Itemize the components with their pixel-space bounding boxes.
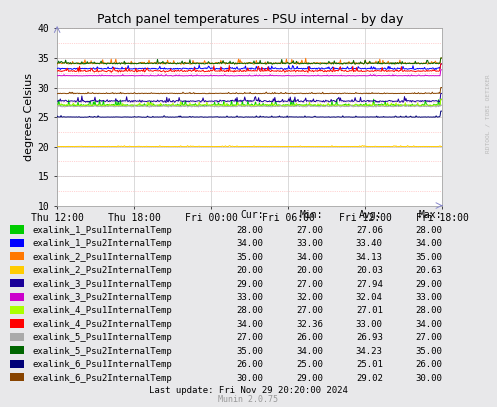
Text: 34.23: 34.23 (356, 347, 383, 356)
Text: Cur:: Cur: (240, 210, 263, 220)
Text: 33.00: 33.00 (237, 293, 263, 302)
Text: exalink_3_Psu2InternalTemp: exalink_3_Psu2InternalTemp (32, 293, 172, 302)
Text: 29.00: 29.00 (237, 280, 263, 289)
Text: Munin 2.0.75: Munin 2.0.75 (219, 395, 278, 404)
Text: 34.00: 34.00 (296, 253, 323, 262)
Text: 27.00: 27.00 (415, 333, 442, 342)
Text: exalink_2_Psu2InternalTemp: exalink_2_Psu2InternalTemp (32, 266, 172, 275)
Text: exalink_1_Psu2InternalTemp: exalink_1_Psu2InternalTemp (32, 239, 172, 248)
Text: 34.00: 34.00 (237, 320, 263, 329)
Text: exalink_1_Psu1InternalTemp: exalink_1_Psu1InternalTemp (32, 226, 172, 235)
Text: 33.00: 33.00 (415, 293, 442, 302)
Text: Min:: Min: (300, 210, 323, 220)
Text: 27.00: 27.00 (237, 333, 263, 342)
Text: 33.00: 33.00 (296, 239, 323, 248)
Text: 27.00: 27.00 (296, 306, 323, 315)
Text: 34.00: 34.00 (296, 347, 323, 356)
Text: 34.13: 34.13 (356, 253, 383, 262)
Text: 26.00: 26.00 (296, 333, 323, 342)
Text: 28.00: 28.00 (415, 306, 442, 315)
Y-axis label: degrees Celsius: degrees Celsius (23, 73, 34, 161)
Text: 35.00: 35.00 (237, 253, 263, 262)
Text: 30.00: 30.00 (415, 374, 442, 383)
Text: 34.00: 34.00 (415, 239, 442, 248)
Text: 20.03: 20.03 (356, 266, 383, 275)
Text: 35.00: 35.00 (415, 347, 442, 356)
Text: 33.00: 33.00 (356, 320, 383, 329)
Text: exalink_5_Psu1InternalTemp: exalink_5_Psu1InternalTemp (32, 333, 172, 342)
Text: 32.04: 32.04 (356, 293, 383, 302)
Text: Avg:: Avg: (359, 210, 383, 220)
Text: exalink_4_Psu1InternalTemp: exalink_4_Psu1InternalTemp (32, 306, 172, 315)
Text: 27.00: 27.00 (296, 226, 323, 235)
Text: 26.93: 26.93 (356, 333, 383, 342)
Text: 20.00: 20.00 (237, 266, 263, 275)
Text: 28.00: 28.00 (415, 226, 442, 235)
Text: exalink_2_Psu1InternalTemp: exalink_2_Psu1InternalTemp (32, 253, 172, 262)
Text: 27.06: 27.06 (356, 226, 383, 235)
Text: exalink_3_Psu1InternalTemp: exalink_3_Psu1InternalTemp (32, 280, 172, 289)
Title: Patch panel temperatures - PSU internal - by day: Patch panel temperatures - PSU internal … (96, 13, 403, 26)
Text: 32.36: 32.36 (296, 320, 323, 329)
Text: Last update: Fri Nov 29 20:20:00 2024: Last update: Fri Nov 29 20:20:00 2024 (149, 386, 348, 395)
Text: 28.00: 28.00 (237, 306, 263, 315)
Text: RDTOOL / TOBI OETIKER: RDTOOL / TOBI OETIKER (486, 74, 491, 153)
Text: 34.00: 34.00 (237, 239, 263, 248)
Text: 35.00: 35.00 (237, 347, 263, 356)
Text: exalink_6_Psu2InternalTemp: exalink_6_Psu2InternalTemp (32, 374, 172, 383)
Text: 25.00: 25.00 (296, 360, 323, 369)
Text: 28.00: 28.00 (237, 226, 263, 235)
Text: 27.94: 27.94 (356, 280, 383, 289)
Text: 32.00: 32.00 (296, 293, 323, 302)
Text: Max:: Max: (419, 210, 442, 220)
Text: 34.00: 34.00 (415, 320, 442, 329)
Text: exalink_4_Psu2InternalTemp: exalink_4_Psu2InternalTemp (32, 320, 172, 329)
Text: 30.00: 30.00 (237, 374, 263, 383)
Text: exalink_6_Psu1InternalTemp: exalink_6_Psu1InternalTemp (32, 360, 172, 369)
Text: exalink_5_Psu2InternalTemp: exalink_5_Psu2InternalTemp (32, 347, 172, 356)
Text: 27.00: 27.00 (296, 280, 323, 289)
Text: 29.00: 29.00 (415, 280, 442, 289)
Text: 20.00: 20.00 (296, 266, 323, 275)
Text: 33.40: 33.40 (356, 239, 383, 248)
Text: 26.00: 26.00 (415, 360, 442, 369)
Text: 27.01: 27.01 (356, 306, 383, 315)
Text: 29.00: 29.00 (296, 374, 323, 383)
Text: 20.63: 20.63 (415, 266, 442, 275)
Text: 25.01: 25.01 (356, 360, 383, 369)
Text: 29.02: 29.02 (356, 374, 383, 383)
Text: 26.00: 26.00 (237, 360, 263, 369)
Text: 35.00: 35.00 (415, 253, 442, 262)
